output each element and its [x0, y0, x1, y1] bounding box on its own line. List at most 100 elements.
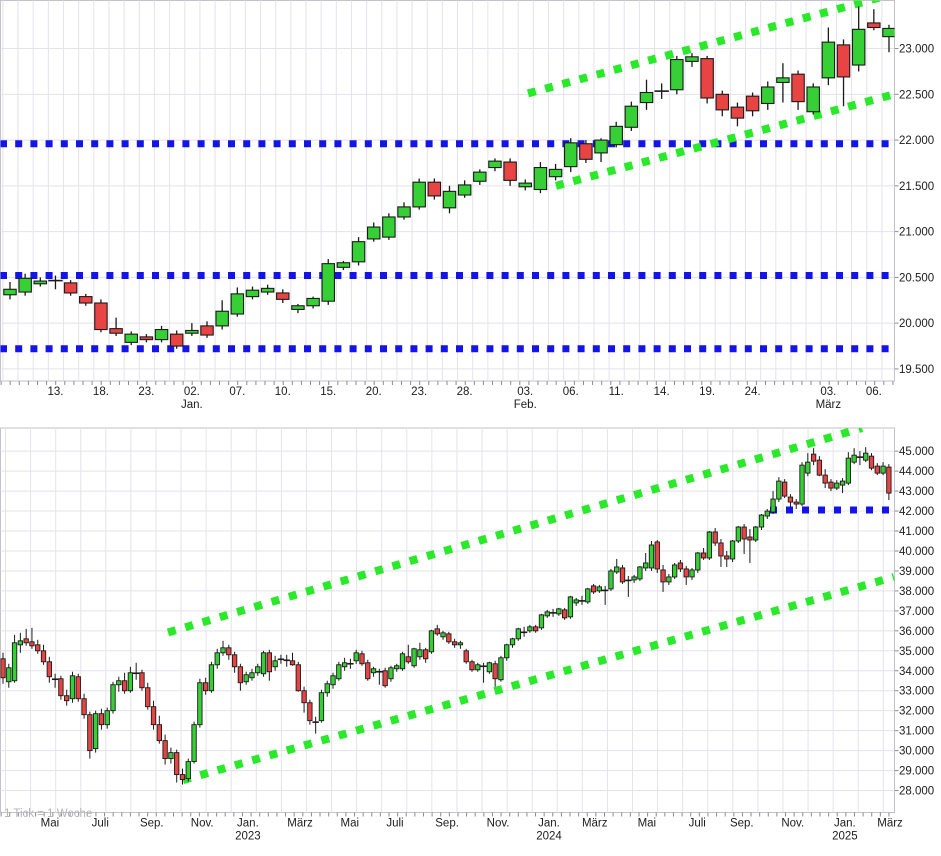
candle-body — [11, 642, 18, 682]
channel-upper-trendline — [526, 0, 885, 98]
candle — [365, 659, 371, 681]
candle — [457, 180, 472, 198]
y-axis-label: 23.000 — [899, 44, 934, 56]
candle-body — [370, 668, 377, 674]
candle — [851, 448, 857, 465]
candle — [787, 494, 794, 508]
candle-body — [590, 585, 597, 593]
candle — [515, 627, 521, 641]
candle — [601, 585, 609, 605]
candle-body — [276, 292, 290, 300]
candle — [724, 550, 730, 567]
candle-body — [488, 160, 502, 169]
x-axis-label: 15. — [320, 386, 336, 398]
candle — [544, 609, 550, 618]
candle — [220, 640, 226, 656]
candle — [791, 70, 805, 110]
candle-body — [533, 166, 548, 191]
candle — [388, 665, 394, 682]
candle — [764, 509, 770, 520]
y-axis-label: 37.000 — [899, 606, 934, 618]
candle — [442, 185, 457, 214]
x-axis-label: Mai — [341, 818, 360, 830]
candle-body — [3, 288, 17, 296]
candle — [689, 567, 695, 580]
candle — [729, 539, 736, 562]
candle — [685, 53, 699, 67]
candle-body — [397, 206, 411, 218]
x-axis-sublabel: 2023 — [235, 831, 261, 843]
candle-body — [121, 680, 128, 692]
y-axis-label: 38.000 — [899, 586, 934, 598]
x-axis-label: Juli — [92, 818, 109, 830]
candle-body — [503, 161, 517, 181]
x-axis-label: März — [877, 818, 903, 830]
candle — [498, 655, 504, 682]
candle — [347, 658, 354, 669]
candle — [79, 293, 93, 306]
candle-body — [423, 649, 429, 660]
candle — [874, 463, 880, 476]
candle — [243, 671, 249, 685]
candle — [162, 734, 168, 765]
x-axis-label: Sep. — [140, 818, 164, 830]
candle-body — [330, 675, 336, 686]
candle — [492, 660, 498, 687]
candle-body — [124, 333, 138, 343]
candle-body — [18, 277, 32, 293]
candle — [538, 613, 545, 630]
candle — [573, 597, 579, 606]
candle-body — [249, 672, 255, 679]
candle-body — [533, 626, 539, 632]
candle — [359, 650, 365, 666]
candle-body — [498, 657, 504, 681]
candle-body — [515, 628, 521, 640]
candle — [741, 524, 747, 554]
x-axis-label: 18. — [93, 386, 109, 398]
candle-body — [145, 687, 151, 708]
candle — [200, 321, 214, 338]
candle — [336, 661, 342, 681]
candle — [295, 661, 301, 692]
candle-body — [760, 86, 775, 105]
candle — [33, 277, 48, 287]
candle-body — [336, 664, 342, 680]
x-axis-label: Sep. — [435, 818, 459, 830]
candle — [639, 79, 654, 110]
candle-body — [156, 724, 162, 742]
candle-body — [609, 125, 623, 146]
trendlines — [0, 0, 895, 353]
candle-body — [805, 461, 811, 474]
candle-body — [440, 632, 446, 638]
candle — [341, 657, 348, 671]
candle — [191, 721, 197, 764]
candle — [0, 652, 6, 684]
candle — [168, 747, 174, 764]
y-axis-label: 42.000 — [899, 506, 934, 518]
candle — [561, 607, 568, 620]
candle-body — [220, 647, 226, 654]
candle-body — [427, 181, 442, 197]
x-axis-label: 11. — [609, 386, 624, 398]
candle-body — [666, 576, 672, 583]
candle-body — [307, 702, 313, 722]
candle — [776, 63, 790, 103]
y-axis-label: 40.000 — [899, 546, 934, 558]
candle — [58, 675, 64, 700]
candle-body — [23, 638, 29, 644]
candle-body — [753, 526, 759, 541]
candle-body — [594, 139, 608, 154]
candle — [880, 462, 886, 476]
x-axis-label: 23. — [138, 386, 154, 398]
x-axis-label: Nov. — [487, 818, 510, 830]
candle — [856, 451, 864, 466]
candle-body — [504, 644, 510, 659]
candle — [81, 693, 87, 719]
channel-lower-trendline — [554, 90, 895, 190]
candle-body — [353, 652, 359, 662]
candle-body — [567, 596, 574, 618]
candle-body — [69, 675, 76, 700]
candle — [87, 711, 93, 759]
